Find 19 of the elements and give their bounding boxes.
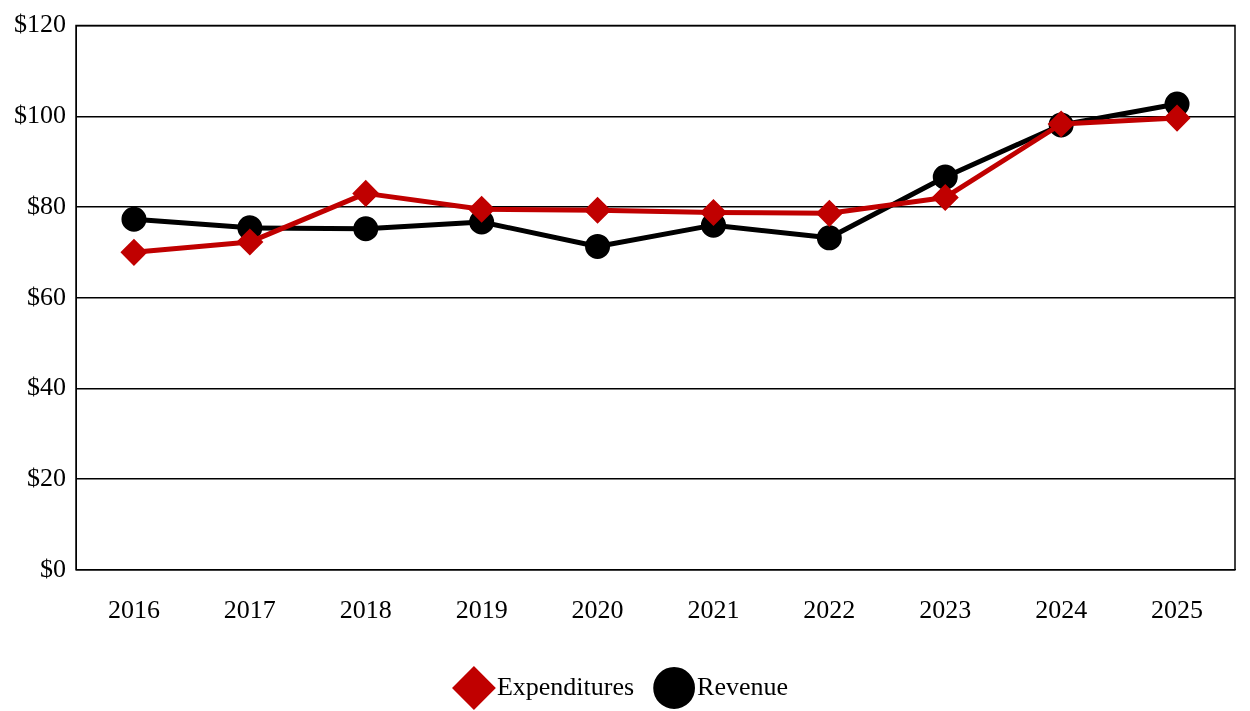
x-tick-label: 2025 <box>1151 595 1204 625</box>
x-tick-label: 2022 <box>803 595 856 625</box>
x-tick-label: 2017 <box>223 595 276 625</box>
y-tick-label: $120 <box>14 9 66 39</box>
x-tick-label: 2020 <box>571 595 624 625</box>
x-tick-label: 2024 <box>1035 595 1088 625</box>
x-tick-label: 2018 <box>339 595 392 625</box>
x-tick-label: 2019 <box>455 595 508 625</box>
y-tick-label: $80 <box>27 190 66 220</box>
x-tick-label: 2023 <box>919 595 972 625</box>
y-tick-label: $20 <box>27 462 66 492</box>
legend-label: Expenditures <box>496 671 635 701</box>
y-tick-label: $60 <box>27 281 66 311</box>
y-tick-label: $0 <box>40 553 66 583</box>
legend-label: Revenue <box>697 671 789 701</box>
y-tick-label: $40 <box>27 372 66 402</box>
x-tick-label: 2021 <box>687 595 740 625</box>
y-tick-label: $100 <box>14 100 66 130</box>
x-tick-label: 2016 <box>107 595 160 625</box>
